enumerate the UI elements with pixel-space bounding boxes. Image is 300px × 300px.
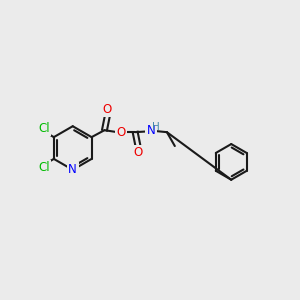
- Text: Cl: Cl: [38, 122, 50, 135]
- Text: O: O: [103, 103, 112, 116]
- Text: O: O: [117, 126, 126, 139]
- Text: N: N: [147, 124, 155, 137]
- Text: H: H: [152, 122, 160, 132]
- Text: O: O: [134, 146, 143, 160]
- Text: Cl: Cl: [38, 161, 50, 174]
- Text: N: N: [68, 163, 77, 176]
